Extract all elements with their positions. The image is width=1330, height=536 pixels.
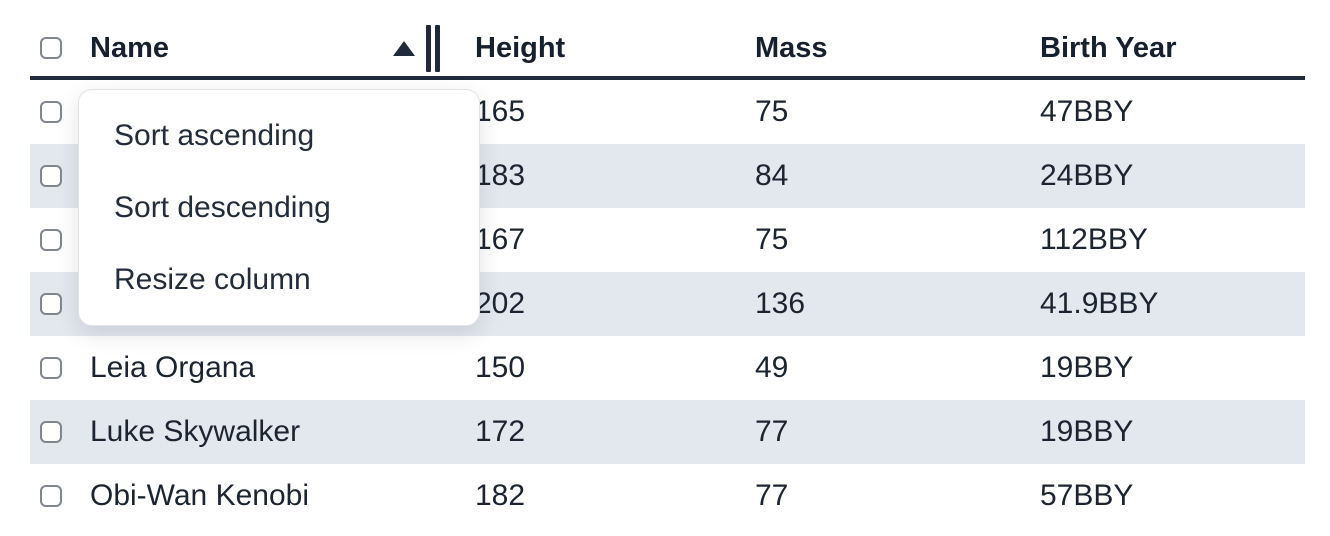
row-checkbox[interactable]: [40, 357, 62, 379]
column-header-height[interactable]: Height: [475, 20, 755, 76]
menu-item-sort-descending[interactable]: Sort descending: [114, 191, 331, 224]
cell-height: 202: [475, 287, 526, 320]
header-checkbox-cell: [30, 20, 82, 76]
cell-height: 165: [475, 95, 526, 128]
cell-birth-year: 19BBY: [1040, 415, 1134, 448]
row-checkbox[interactable]: [40, 421, 62, 443]
menu-item-sort-ascending[interactable]: Sort ascending: [114, 119, 315, 152]
table-row: Obi-Wan Kenobi 182 77 57BBY: [30, 464, 1305, 508]
column-header-mass-label: Mass: [755, 31, 828, 64]
row-checkbox[interactable]: [40, 229, 62, 251]
row-checkbox[interactable]: [40, 101, 62, 123]
column-context-menu: Sort ascending Sort descending Resize co…: [78, 89, 480, 326]
cell-height: 150: [475, 351, 526, 384]
select-all-checkbox[interactable]: [40, 37, 62, 59]
cell-height: 182: [475, 479, 526, 508]
table-row: Leia Organa 150 49 19BBY: [30, 336, 1305, 400]
table-header-row: Name Height Mass Birth Year: [30, 20, 1305, 80]
cell-mass: 77: [755, 479, 789, 508]
cell-birth-year: 47BBY: [1040, 95, 1134, 128]
column-header-name[interactable]: Name: [82, 20, 475, 76]
cell-height: 183: [475, 159, 526, 192]
row-checkbox[interactable]: [40, 293, 62, 315]
cell-name: Obi-Wan Kenobi: [90, 479, 309, 508]
cell-height: 167: [475, 223, 526, 256]
cell-birth-year: 41.9BBY: [1040, 287, 1159, 320]
cell-birth-year: 57BBY: [1040, 479, 1134, 508]
column-header-name-label: Name: [90, 31, 169, 64]
cell-birth-year: 24BBY: [1040, 159, 1134, 192]
cell-mass: 84: [755, 159, 789, 192]
row-checkbox[interactable]: [40, 165, 62, 187]
menu-item-resize-column[interactable]: Resize column: [114, 263, 311, 296]
cell-birth-year: 112BBY: [1040, 223, 1148, 256]
cell-mass: 49: [755, 351, 789, 384]
column-header-height-label: Height: [475, 31, 566, 64]
column-header-birth-year-label: Birth Year: [1040, 31, 1177, 64]
cell-mass: 75: [755, 223, 789, 256]
column-resize-handle[interactable]: [426, 24, 440, 72]
cell-name: Luke Skywalker: [90, 415, 301, 448]
row-checkbox[interactable]: [40, 485, 62, 507]
sort-ascending-icon: [393, 40, 415, 56]
cell-birth-year: 19BBY: [1040, 351, 1134, 384]
cell-name: Leia Organa: [90, 351, 256, 384]
table-row: Luke Skywalker 172 77 19BBY: [30, 400, 1305, 464]
cell-height: 172: [475, 415, 526, 448]
data-table: Name Height Mass Birth Year 165 75 47BBY…: [30, 20, 1305, 508]
column-header-birth-year[interactable]: Birth Year: [1040, 20, 1305, 76]
column-header-mass[interactable]: Mass: [755, 20, 1040, 76]
cell-mass: 75: [755, 95, 789, 128]
cell-mass: 77: [755, 415, 789, 448]
cell-mass: 136: [755, 287, 806, 320]
